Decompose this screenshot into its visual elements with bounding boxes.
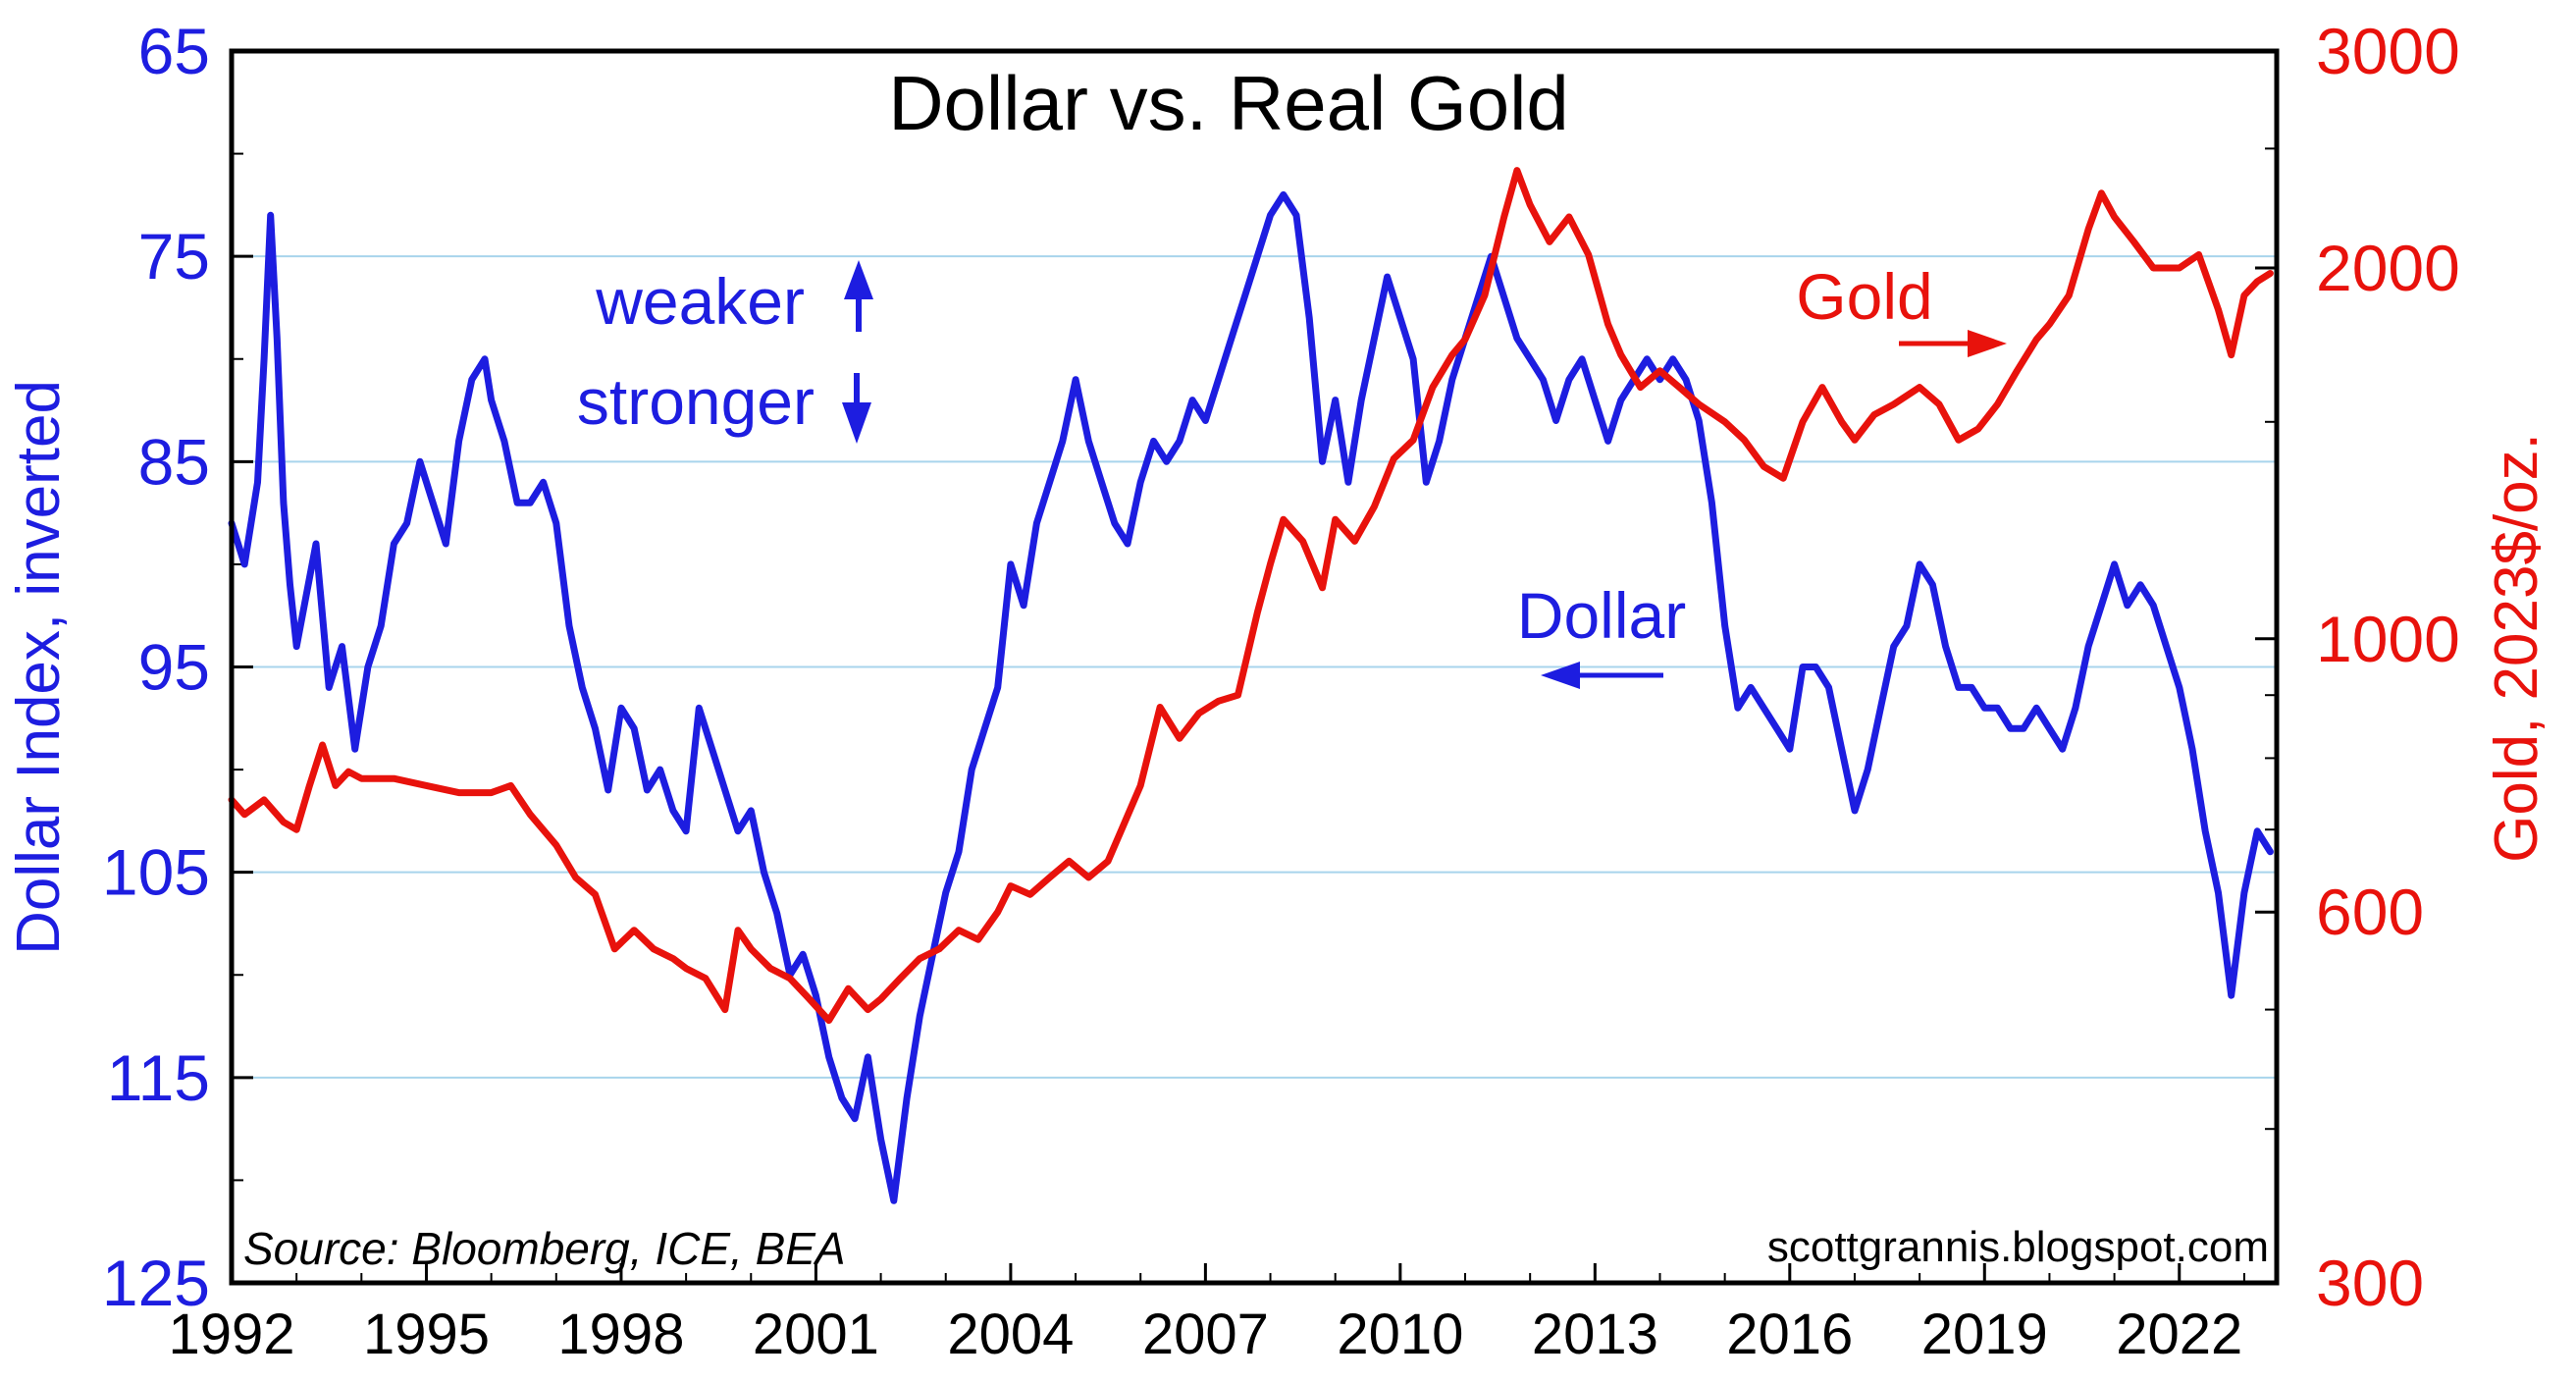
up-arrow-icon [844,260,873,332]
left-tick-label: 125 [102,1247,210,1319]
left-tick-label: 95 [138,631,210,704]
x-tick-label: 1995 [363,1302,490,1366]
left-tick-label: 105 [102,836,210,909]
x-axis-ticks: 1992 1995 1998 2001 2004 2007 2010 2013 2016 2019… [168,1263,2245,1366]
left-tick-label: 85 [138,425,210,498]
x-tick-label: 1998 [557,1302,684,1366]
left-tick-label: 65 [138,15,210,87]
x-tick-label: 2010 [1337,1302,1463,1366]
chart-title: Dollar vs. Real Gold [888,60,1569,146]
weaker-label: weaker [595,265,805,338]
x-tick-label: 2022 [2116,1302,2242,1366]
right-tick-label: 1000 [2316,603,2460,675]
x-tick-label: 2007 [1142,1302,1269,1366]
x-tick-label: 2013 [1532,1302,1658,1366]
plot-frame [229,48,2280,1286]
series-layer [228,167,2274,1204]
gold-series-label: Gold [1796,260,1932,333]
gridlines [232,255,2277,1079]
x-tick-label: 2001 [753,1302,879,1366]
dollar-series-line [228,190,2274,1204]
left-axis-label: Dollar Index, inverted [5,380,73,955]
left-tick-label: 115 [107,1041,210,1114]
right-tick-label: 3000 [2316,15,2460,87]
right-arrow-icon [1899,330,2007,357]
gold-series-line [228,167,2274,1025]
credit-note: scottgrannis.blogspot.com [1767,1223,2269,1271]
source-note: Source: Bloomberg, ICE, BEA [243,1223,846,1274]
x-tick-label: 2004 [947,1302,1074,1366]
right-tick-label: 2000 [2316,232,2460,304]
right-axis-ticks: 3000 2000 1000 600 300 [2255,15,2460,1319]
right-tick-label: 600 [2316,876,2424,948]
left-arrow-icon [1541,662,1663,689]
left-axis-ticks: 65 75 85 95 105 115 125 [102,15,253,1319]
x-tick-label: 1992 [168,1302,294,1366]
right-tick-label: 300 [2316,1247,2424,1319]
left-tick-label: 75 [138,220,210,292]
stronger-label: stronger [577,365,815,438]
down-arrow-icon [842,373,871,444]
right-axis-label: Gold, 2023$/oz. [2483,433,2550,863]
x-tick-label: 2016 [1726,1302,1853,1366]
x-tick-label: 2019 [1921,1302,2048,1366]
dollar-series-label: Dollar [1517,579,1686,652]
